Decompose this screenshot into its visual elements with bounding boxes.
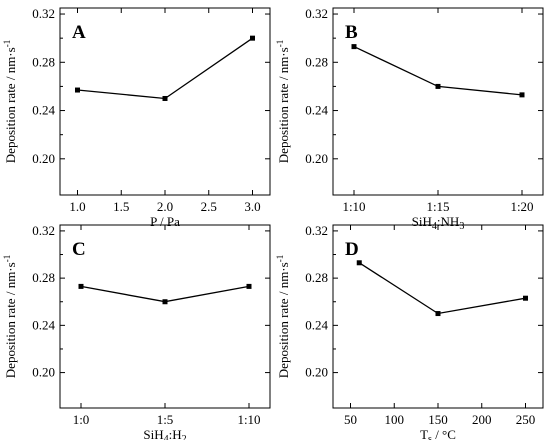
y-tick-label: 0.28 <box>305 54 328 69</box>
data-point <box>351 44 357 50</box>
y-tick-label: 0.32 <box>305 223 328 238</box>
y-tick-label: 0.24 <box>305 317 328 332</box>
data-point <box>356 260 362 266</box>
x-tick-label: 1:5 <box>157 412 174 427</box>
y-axis-label: Deposition rate / nm·s-1 <box>2 40 18 163</box>
series-line <box>358 262 526 315</box>
plot-frame <box>59 224 271 409</box>
data-point <box>435 311 441 317</box>
x-tick-label: 2.0 <box>157 199 173 214</box>
plot-frame <box>59 7 271 196</box>
data-point <box>78 283 84 289</box>
data-point <box>435 83 441 89</box>
x-tick-label: 1.5 <box>113 199 129 214</box>
x-tick-label: 250 <box>516 412 536 427</box>
data-point <box>75 87 80 93</box>
panel-label: C <box>72 239 86 260</box>
x-tick-label: 3.0 <box>244 199 260 214</box>
y-tick-label: 0.20 <box>305 365 328 380</box>
panel-label: B <box>345 22 358 43</box>
x-tick-label: 1:0 <box>73 412 90 427</box>
x-tick-label: 1:20 <box>510 199 533 214</box>
y-tick-label: 0.20 <box>32 365 55 380</box>
panel-label: A <box>72 22 86 43</box>
x-tick-label: 150 <box>428 412 448 427</box>
panel-b: 0.200.240.280.321:10 1:15 1:20BSiH4:NH3Dep… <box>275 6 544 232</box>
panel-d: 0.20 0.24 0.28 0.32 50 100 150 200 250 D Ts / °C De… <box>275 223 544 440</box>
y-tick-label: 0.20 <box>32 151 55 166</box>
y-tick-label: 0.20 <box>305 151 328 166</box>
panel-a: 0.200.240.280.321.0 1.5 2.0 2.5 3.0AP / PaDe… <box>2 6 271 229</box>
x-tick-label: 100 <box>385 412 405 427</box>
y-tick-label: 0.24 <box>32 317 55 332</box>
y-tick-label: 0.28 <box>305 270 328 285</box>
y-tick-label: 0.28 <box>32 54 55 69</box>
y-tick-label: 0.32 <box>32 6 55 21</box>
x-tick-label: 1:15 <box>426 199 449 214</box>
y-tick-label: 0.24 <box>305 103 328 118</box>
y-tick-label: 0.32 <box>305 6 328 21</box>
panel-c: 0.20 0.24 0.28 0.32 1:0 1:5 1:10 C SiH4:H2 Deposi… <box>2 223 271 440</box>
y-axis-label: Deposition rate / nm·s-1 <box>275 40 291 163</box>
y-tick-label: 0.32 <box>32 223 55 238</box>
panel-label: D <box>345 239 359 260</box>
x-tick-label: 50 <box>344 412 357 427</box>
x-tick-label: 1:10 <box>342 199 365 214</box>
y-tick-label: 0.28 <box>32 270 55 285</box>
y-axis-label: Deposition rate / nm·s-1 <box>275 255 291 378</box>
data-point <box>246 283 252 289</box>
data-point <box>519 92 525 98</box>
plot-frame <box>332 7 544 196</box>
data-point <box>162 95 168 101</box>
plot-frame <box>332 224 544 409</box>
y-axis-label: Deposition rate / nm·s-1 <box>2 255 18 378</box>
x-axis-label: SiH4:H2 <box>143 427 186 440</box>
data-point <box>250 35 255 41</box>
data-point <box>523 295 528 301</box>
data-point <box>162 299 168 305</box>
x-tick-label: 2.5 <box>201 199 217 214</box>
x-tick-label: 1:10 <box>237 412 260 427</box>
x-tick-label: 1.0 <box>69 199 85 214</box>
x-tick-label: 200 <box>472 412 492 427</box>
x-axis-label: Ts / °C <box>420 427 456 440</box>
y-tick-label: 0.24 <box>32 103 55 118</box>
series-line <box>77 37 253 100</box>
